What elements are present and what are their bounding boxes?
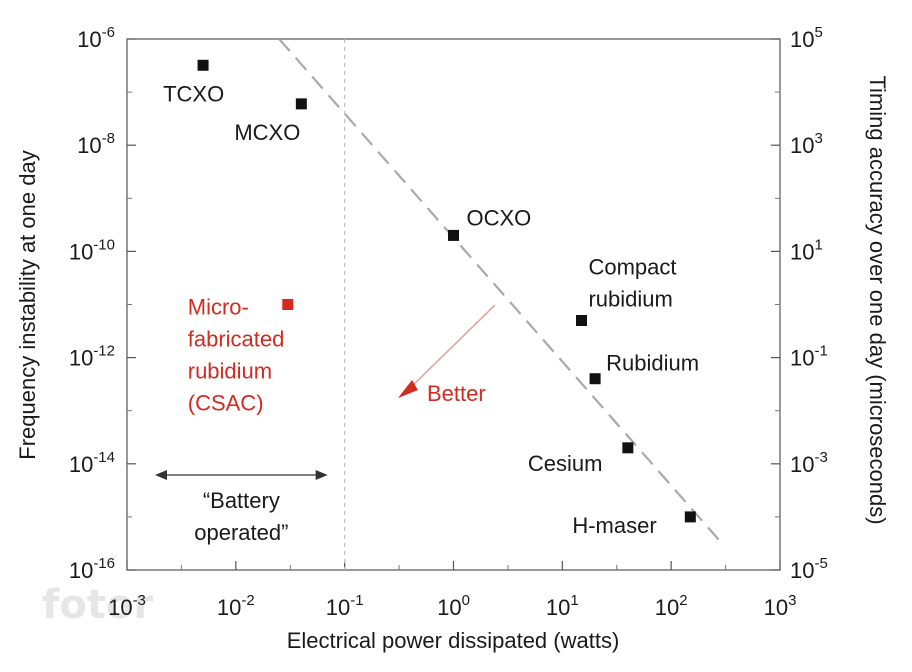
data-point-label: Micro- [188, 295, 249, 320]
data-point-label: MCXO [234, 120, 300, 145]
data-point-label: Compact [588, 254, 676, 279]
data-point-label: (CSAC) [188, 391, 264, 416]
data-point-marker [197, 59, 209, 71]
data-point-label: fabricated [188, 327, 285, 352]
y2-tick-label: 10-1 [790, 343, 828, 371]
y2-tick-label: 10-3 [790, 449, 828, 477]
x-tick-label: 10-2 [217, 592, 255, 620]
data-point-marker [622, 442, 634, 454]
arrow-head-right [315, 470, 328, 480]
data-point-marker [575, 314, 587, 326]
data-point-label: rubidium [588, 286, 672, 311]
battery-operated-label: “Battery [203, 488, 280, 513]
data-point-label: Rubidium [606, 351, 699, 376]
y2-axis-title: Timing accuracy over one day (microsecon… [865, 75, 890, 524]
data-point-marker [295, 98, 307, 110]
y-tick-label: 10-16 [69, 555, 115, 583]
y2-tick-label: 105 [790, 24, 823, 52]
y-axis-title: Frequency instability at one day [15, 150, 40, 459]
y-tick-label: 10-12 [69, 343, 115, 371]
data-point-label: TCXO [163, 81, 224, 106]
trend-line [278, 38, 724, 546]
x-tick-label: 102 [655, 592, 688, 620]
x-tick-label: 10-3 [108, 592, 146, 620]
watermark: fotor [42, 582, 153, 628]
data-point-marker [684, 511, 696, 523]
data-point-label: Cesium [528, 451, 603, 476]
battery-operated-label: operated” [194, 520, 288, 545]
y2-tick-label: 101 [790, 236, 823, 264]
x-tick-label: 103 [764, 592, 797, 620]
better-label: Better [427, 381, 486, 406]
data-point-label: rubidium [188, 359, 272, 384]
y-tick-label: 10-8 [77, 130, 115, 158]
better-arrow-line [407, 304, 496, 391]
y-tick-label: 10-6 [77, 24, 115, 52]
x-tick-label: 101 [546, 592, 579, 620]
better-arrow-head [398, 380, 418, 398]
x-tick-label: 100 [437, 592, 470, 620]
x-tick-label: 10-1 [326, 592, 364, 620]
data-point-label: OCXO [467, 205, 532, 230]
y-tick-label: 10-14 [69, 449, 115, 477]
y2-tick-label: 103 [790, 130, 823, 158]
data-point-label: H-maser [572, 513, 656, 538]
data-point-marker [282, 299, 294, 310]
arrow-head-left [155, 470, 167, 480]
y2-tick-label: 10-5 [790, 555, 828, 583]
data-point-marker [448, 229, 459, 241]
y-tick-label: 10-10 [69, 236, 115, 264]
x-axis-title: Electrical power dissipated (watts) [287, 628, 620, 653]
data-point-marker [589, 373, 601, 385]
